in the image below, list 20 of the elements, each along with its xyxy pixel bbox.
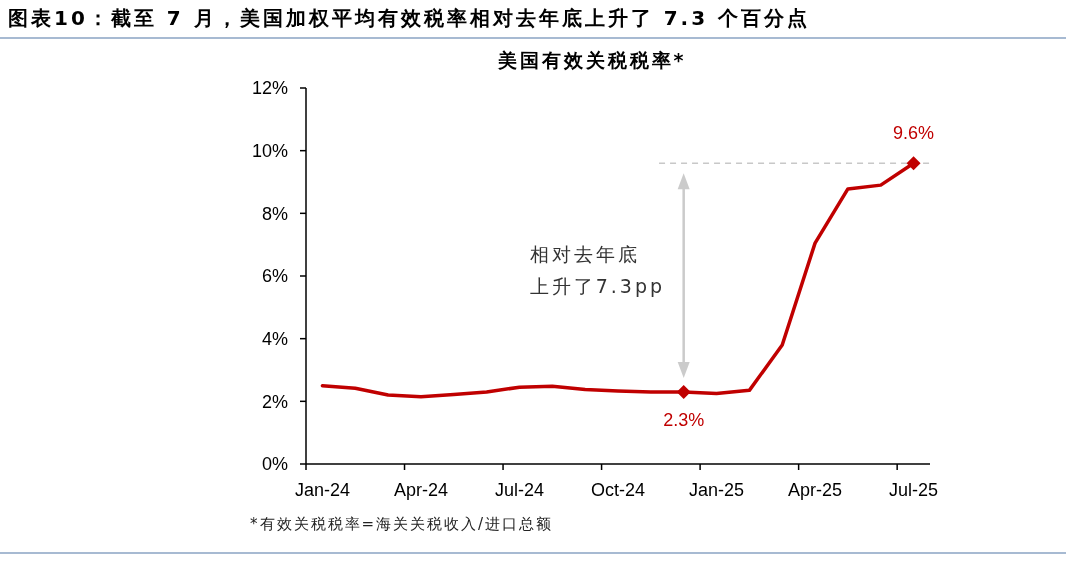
x-tick-label: Jan-24 [294,480,350,500]
data-label: 2.3% [663,409,705,430]
annotation: 相对去年底上升了7.3pp [529,242,666,297]
data-label: 9.6% [893,123,935,144]
x-tick-label: Jul-25 [889,480,939,500]
text: *有效关税税率=海关关税收入/进口总额 [250,515,554,534]
y-tick-label: 2% [261,391,288,412]
chart-subtitle: 美国有效关税税率* [496,48,688,73]
x-tick-label: Jul-24 [494,480,544,500]
y-tick-label: 6% [261,266,288,287]
x-tick-label: Oct-24 [590,480,646,500]
x-tick-label: Apr-24 [393,480,448,500]
x-tick-label: Apr-25 [788,480,843,500]
y-tick-label: 4% [261,329,288,350]
y-tick-label: 12% [251,78,288,99]
y-tick-label: 10% [251,141,288,162]
y-tick-label: 8% [261,203,288,224]
chart-title: 图表10：截至 7 月，美国加权平均有效税率相对去年底上升了 7.3 个百分点 [8,5,811,32]
x-tick-label: Jan-25 [689,480,745,500]
y-tick-label: 0% [261,454,288,475]
